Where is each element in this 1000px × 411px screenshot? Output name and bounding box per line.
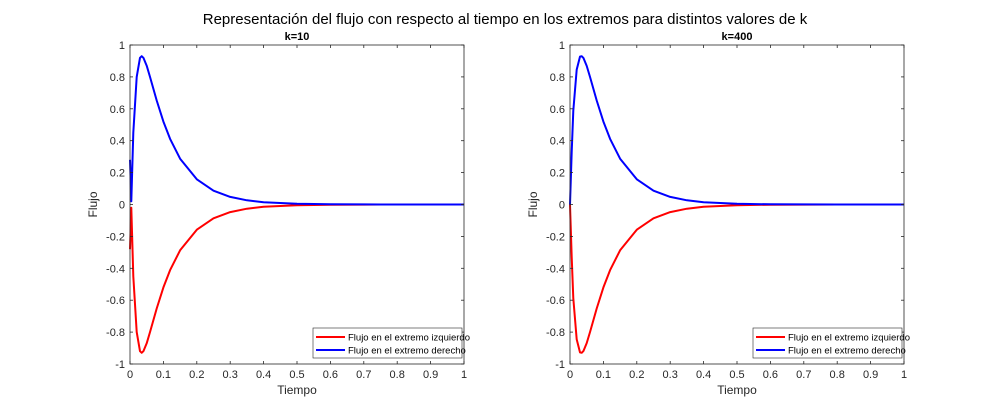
legend-label: Flujo en el extremo derecho	[348, 346, 466, 357]
x-tick-label: 0	[567, 369, 573, 381]
y-tick-label: 0.6	[550, 104, 565, 116]
x-tick-label: 0.6	[323, 369, 338, 381]
y-tick-label: 0	[559, 200, 565, 212]
y-tick-label: 0.2	[110, 168, 125, 180]
x-tick-label: 0.2	[629, 369, 644, 381]
x-axis-label: Tiempo	[717, 383, 757, 397]
y-tick-label: -0.8	[546, 327, 565, 339]
y-tick-label: -1	[115, 359, 125, 371]
y-tick-label: 0.8	[110, 72, 125, 84]
y-tick-label: 1	[119, 40, 125, 52]
x-tick-label: 1	[901, 369, 907, 381]
x-tick-label: 1	[461, 369, 467, 381]
series-line-derecho	[129, 55, 464, 206]
legend: Flujo en el extremo izquierdo Flujo en el…	[752, 327, 910, 359]
subplot-title: k=400	[722, 31, 753, 43]
y-tick-label: 0	[119, 200, 125, 212]
y-tick-label: -0.6	[106, 295, 125, 307]
x-tick-label: 0.9	[863, 369, 878, 381]
series-line-derecho	[569, 55, 904, 206]
y-tick-label: -0.4	[106, 263, 125, 275]
legend-box	[312, 327, 463, 359]
x-tick-label: 0.5	[289, 369, 304, 381]
x-axis-label: Tiempo	[277, 383, 317, 397]
series-line-izquierdo	[569, 203, 904, 354]
x-tick-label: 0.1	[596, 369, 611, 381]
x-tick-label: 0.1	[156, 369, 171, 381]
subplot-title: k=10	[285, 31, 310, 43]
y-tick-label: -1	[555, 359, 565, 371]
x-tick-label: 0.9	[423, 369, 438, 381]
legend-label: Flujo en el extremo izquierdo	[788, 333, 910, 344]
y-tick-label: 0.6	[110, 104, 125, 116]
x-tick-label: 0.3	[663, 369, 678, 381]
series-line-izquierdo	[129, 203, 464, 354]
y-tick-label: -0.4	[546, 263, 565, 275]
y-axis-label: Flujo	[86, 191, 100, 217]
subplot-1: 0 0.1 0.2 0.3 0.4 0.5 0.6 0.7 0.8 0.9 1 -1 -0.8 -0.6 -…	[86, 31, 470, 397]
x-tick-label: 0.3	[223, 369, 238, 381]
legend-box	[752, 327, 903, 359]
y-tick-label: 0.8	[550, 72, 565, 84]
y-tick-label: -0.2	[546, 231, 565, 243]
legend: Flujo en el extremo izquierdo Flujo en el…	[312, 327, 470, 359]
y-tick-label: 0.4	[550, 136, 565, 148]
x-tick-label: 0.6	[763, 369, 778, 381]
x-tick-label: 0.8	[390, 369, 405, 381]
y-tick-label: -0.8	[106, 327, 125, 339]
x-tick-label: 0.8	[830, 369, 845, 381]
x-tick-label: 0.4	[696, 369, 711, 381]
subplot-2: 0 0.1 0.2 0.3 0.4 0.5 0.6 0.7 0.8 0.9 1 -1 -0.8 -0.6 -…	[526, 31, 910, 397]
x-tick-label: 0.4	[256, 369, 271, 381]
y-tick-label: 1	[559, 40, 565, 52]
x-tick-label: 0.2	[189, 369, 204, 381]
x-tick-label: 0	[127, 369, 133, 381]
x-tick-label: 0.5	[729, 369, 744, 381]
y-tick-label: -0.2	[106, 231, 125, 243]
x-tick-label: 0.7	[796, 369, 811, 381]
y-tick-label: 0.2	[550, 168, 565, 180]
figure-title: Representación del flujo con respecto al…	[203, 11, 808, 28]
x-tick-label: 0.7	[356, 369, 371, 381]
y-tick-label: -0.6	[546, 295, 565, 307]
legend-label: Flujo en el extremo izquierdo	[348, 333, 470, 344]
y-axis-label: Flujo	[526, 191, 540, 217]
legend-label: Flujo en el extremo derecho	[788, 346, 906, 357]
y-tick-label: 0.4	[110, 136, 125, 148]
